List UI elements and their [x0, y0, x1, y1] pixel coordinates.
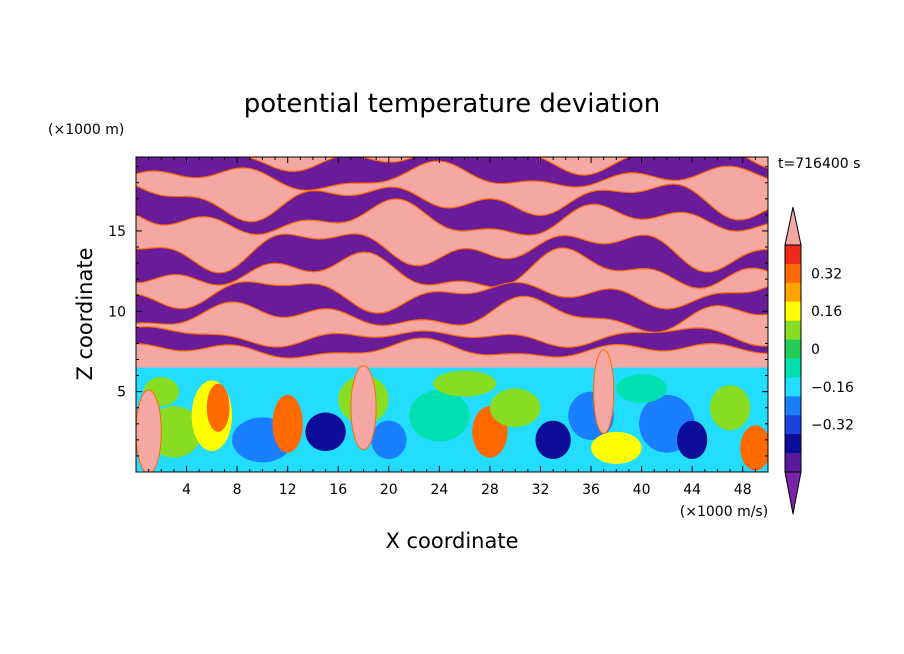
x-tick-label: 8 — [233, 482, 242, 498]
colorbar-swatch — [785, 339, 801, 359]
y-axis-label: Z coordinate — [73, 247, 97, 380]
field-band-negative — [136, 183, 768, 236]
x-unit-label: (×1000 m/s) — [680, 504, 768, 520]
x-tick-label: 4 — [182, 482, 191, 498]
field-blob — [591, 431, 642, 464]
field-blob — [409, 390, 470, 442]
y-tick-label: 10 — [108, 304, 126, 320]
colorbar-swatch — [785, 263, 801, 284]
x-tick-label: 36 — [582, 482, 600, 498]
x-tick-label: 40 — [633, 482, 651, 498]
field-blob — [272, 394, 303, 453]
colorbar-swatch — [785, 434, 801, 454]
field-blob — [206, 383, 230, 432]
field-plume — [593, 349, 615, 434]
field-blob — [676, 420, 708, 460]
x-tick-label: 16 — [329, 482, 347, 498]
x-tick-label: 32 — [532, 482, 550, 498]
x-tick-label: 48 — [734, 482, 752, 498]
x-tick-label: 20 — [380, 482, 398, 498]
field-band-negative — [136, 281, 768, 333]
x-axis-label: X coordinate — [385, 529, 518, 553]
x-tick-label: 12 — [279, 482, 297, 498]
colorbar-swatch — [785, 301, 801, 322]
colorbar-extend-max — [784, 206, 802, 246]
field-plume — [136, 389, 162, 472]
field-band-negative — [136, 233, 768, 289]
field-plume — [350, 365, 377, 451]
contour-field — [136, 157, 768, 472]
x-tick-label: 44 — [683, 482, 701, 498]
field-band-negative — [136, 326, 768, 359]
field-blob — [535, 420, 571, 460]
colorbar-swatch — [785, 245, 801, 265]
field-blob — [371, 420, 407, 460]
x-axis: 4 8 12 16 20 24 28 32 36 40 44 48 — [148, 157, 756, 498]
colorbar-swatch — [785, 396, 801, 416]
field-blob — [616, 373, 667, 403]
field-blob — [489, 388, 541, 428]
colorbar-label: −0.16 — [811, 380, 854, 396]
field-blob — [740, 425, 768, 471]
colorbar-swatch — [785, 377, 801, 397]
colorbar-swatch — [785, 320, 801, 341]
x-tick-label: 24 — [430, 482, 448, 498]
field-blob — [709, 385, 751, 431]
colorbar-swatch — [785, 415, 801, 435]
y-tick-label: 15 — [108, 224, 126, 240]
time-label: t=716400 s — [778, 156, 860, 172]
y-tick-label: 5 — [117, 385, 126, 401]
colorbar-extend-min — [784, 471, 802, 515]
field-blob — [433, 370, 497, 397]
x-tick-label: 28 — [481, 482, 499, 498]
chart-title: potential temperature deviation — [244, 89, 660, 119]
y-axis: 5 10 15 — [108, 166, 768, 457]
colorbar-swatch — [785, 282, 801, 303]
colorbar-label: −0.32 — [811, 418, 854, 434]
colorbar-label: 0.32 — [811, 266, 842, 282]
colorbar-swatch — [785, 358, 801, 378]
colorbar-label: 0.16 — [811, 304, 842, 320]
colorbar-label: 0 — [811, 342, 820, 358]
field-blob — [305, 412, 346, 452]
colorbar-swatch — [785, 453, 801, 473]
y-unit-label: (×1000 m) — [48, 122, 124, 138]
field-band-negative — [136, 157, 768, 191]
colorbar: 0.32 0.16 0 −0.16 −0.32 — [784, 206, 854, 515]
